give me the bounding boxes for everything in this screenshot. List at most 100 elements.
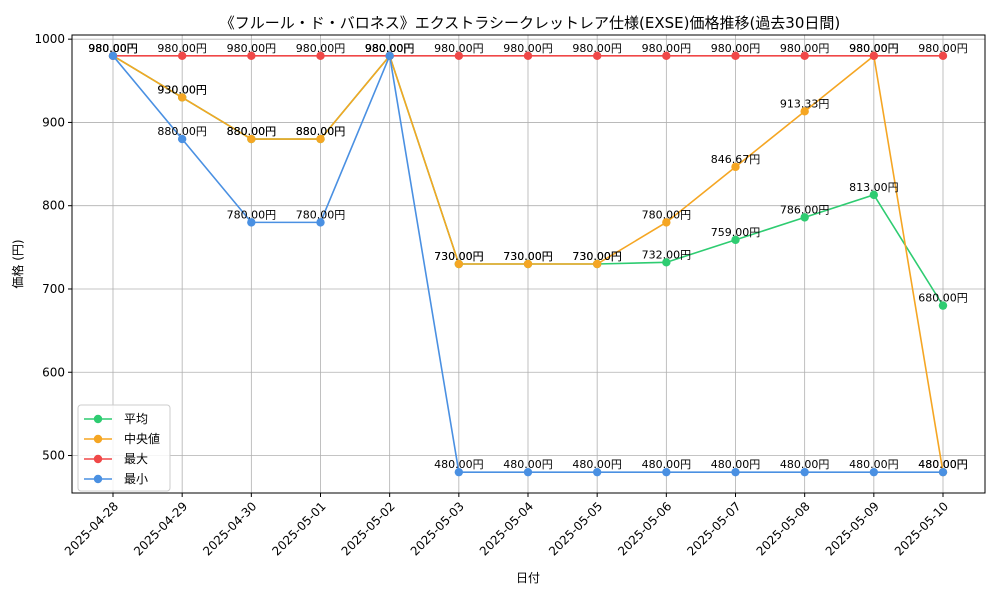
data-point xyxy=(731,467,740,477)
data-label: 880.00円 xyxy=(227,125,277,138)
data-label: 780.00円 xyxy=(642,208,692,221)
data-label: 980.00円 xyxy=(365,42,415,55)
data-point xyxy=(592,51,602,61)
data-label: 980.00円 xyxy=(296,42,346,55)
legend-label: 平均 xyxy=(124,412,148,426)
x-tick-label: 2025-05-04 xyxy=(477,499,536,558)
data-label: 480.00円 xyxy=(711,458,761,471)
data-label: 480.00円 xyxy=(780,458,830,471)
data-label: 980.00円 xyxy=(711,42,761,55)
data-point xyxy=(869,51,879,61)
legend-marker xyxy=(93,474,103,484)
data-point xyxy=(800,107,809,116)
data-label: 480.00円 xyxy=(849,458,899,471)
legend-label: 中央値 xyxy=(124,431,160,446)
data-label: 980.00円 xyxy=(849,42,899,55)
legend-marker xyxy=(93,414,103,424)
data-label: 480.00円 xyxy=(642,458,692,471)
data-label: 732.00円 xyxy=(642,248,692,261)
chart-title: 《フルール・ド・バロネス》エクストラシークレットレア仕様(EXSE)価格推移(過… xyxy=(220,14,841,32)
x-tick-label: 2025-05-03 xyxy=(408,499,467,558)
x-tick-label: 2025-05-01 xyxy=(269,499,328,558)
data-label: 980.00円 xyxy=(365,42,415,55)
data-label: 980.00円 xyxy=(503,42,553,55)
data-label: 730.00円 xyxy=(572,250,622,263)
legend-label: 最小 xyxy=(124,472,148,486)
data-label-layer: 980.00円 930.00円 880.00円 880.00円 980.00円 730.0… xyxy=(88,42,968,471)
data-label: 980.00円 xyxy=(88,42,138,55)
data-label: 480.00円 xyxy=(434,458,484,471)
data-label: 980.00円 xyxy=(88,42,138,55)
data-point xyxy=(800,467,809,477)
data-point xyxy=(316,134,325,144)
legend-label: 最大 xyxy=(124,452,148,466)
data-point xyxy=(731,235,740,245)
data-label: 980.00円 xyxy=(88,42,138,55)
x-tick-label: 2025-05-05 xyxy=(546,499,605,558)
data-label: 730.00円 xyxy=(434,250,484,263)
data-point xyxy=(662,51,671,61)
data-point xyxy=(247,134,256,144)
data-point xyxy=(523,51,533,61)
data-label: 780.00円 xyxy=(227,208,277,221)
data-label: 480.00円 xyxy=(503,458,553,471)
data-label: 780.00円 xyxy=(296,208,346,221)
data-point xyxy=(869,190,879,200)
data-label: 980.00円 xyxy=(918,42,968,55)
data-label: 880.00円 xyxy=(296,125,346,138)
data-label: 980.00円 xyxy=(780,42,830,55)
data-label: 930.00円 xyxy=(157,83,207,96)
data-label: 480.00円 xyxy=(918,458,968,471)
data-point xyxy=(316,218,325,227)
data-point xyxy=(454,259,464,269)
data-label: 980.00円 xyxy=(365,42,415,55)
data-label: 813.00円 xyxy=(849,181,899,194)
data-point xyxy=(385,51,394,61)
data-point xyxy=(800,213,809,222)
x-tick-label: 2025-05-09 xyxy=(823,499,882,558)
x-tick-label: 2025-04-28 xyxy=(62,499,121,558)
y-tick-label: 500 xyxy=(42,449,65,463)
data-label: 880.00円 xyxy=(296,125,346,138)
data-point xyxy=(177,134,187,144)
data-label: 913.33円 xyxy=(780,97,830,110)
data-point xyxy=(662,467,671,477)
data-point xyxy=(316,51,325,61)
data-label: 930.00円 xyxy=(157,83,207,96)
data-label: 680.00円 xyxy=(918,292,968,305)
x-tick-label: 2025-05-08 xyxy=(754,499,813,558)
data-label: 730.00円 xyxy=(434,250,484,263)
x-tick-label: 2025-05-06 xyxy=(615,499,674,558)
y-tick-label: 600 xyxy=(42,365,65,379)
y-tick-label: 900 xyxy=(42,115,65,129)
data-label: 980.00円 xyxy=(227,42,277,55)
data-label: 980.00円 xyxy=(157,42,207,55)
data-point xyxy=(662,258,671,267)
data-point xyxy=(247,51,256,61)
data-label: 759.00円 xyxy=(711,226,761,239)
data-point xyxy=(592,467,602,477)
data-label: 880.00円 xyxy=(227,125,277,138)
data-point xyxy=(108,51,118,61)
data-point xyxy=(731,162,740,172)
data-point xyxy=(938,301,948,310)
data-label: 980.00円 xyxy=(88,42,138,55)
data-point xyxy=(662,218,671,227)
legend-marker xyxy=(93,454,103,464)
x-tick-label: 2025-04-30 xyxy=(200,499,259,558)
data-label: 786.00円 xyxy=(780,203,830,216)
data-point xyxy=(177,93,187,102)
y-tick-label: 1000 xyxy=(34,32,65,46)
data-label: 846.67円 xyxy=(711,153,761,166)
data-point xyxy=(800,51,809,61)
y-axis-title: 価格 (円) xyxy=(10,239,25,288)
data-point xyxy=(454,467,464,477)
data-point xyxy=(177,51,187,61)
series-layer xyxy=(108,51,948,477)
data-point xyxy=(523,467,533,477)
y-tick-label: 800 xyxy=(42,199,65,213)
legend-marker xyxy=(93,434,103,444)
y-tick-label: 700 xyxy=(42,282,65,296)
data-point xyxy=(247,218,256,227)
